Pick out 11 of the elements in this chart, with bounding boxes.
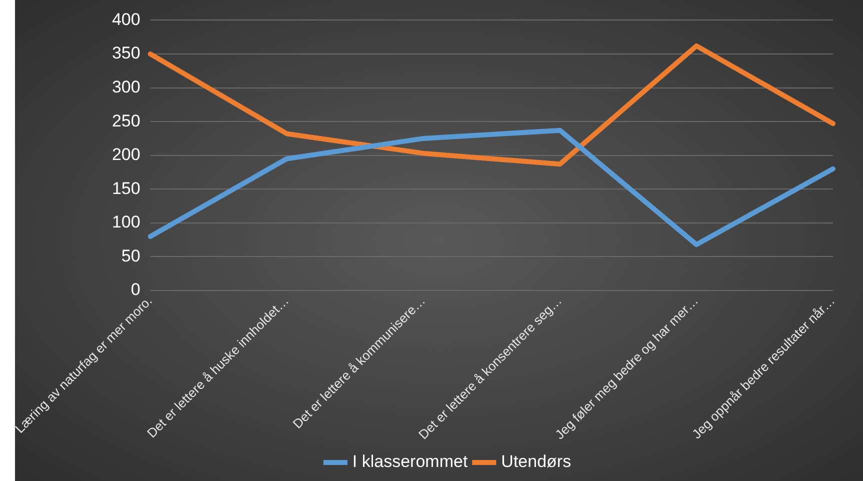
- y-tick-label: 0: [130, 280, 140, 300]
- y-tick-label: 50: [121, 246, 140, 266]
- y-tick-label: 150: [112, 178, 140, 198]
- y-tick-label: 400: [112, 10, 140, 29]
- y-tick-label: 250: [112, 111, 140, 130]
- legend-label: Utendørs: [501, 452, 572, 472]
- y-tick-label: 350: [112, 44, 140, 63]
- y-tick-label: 100: [112, 212, 140, 232]
- y-tick-label: 300: [112, 77, 140, 96]
- y-tick-label: 200: [112, 145, 140, 164]
- legend-label: I klasserommet: [352, 452, 468, 472]
